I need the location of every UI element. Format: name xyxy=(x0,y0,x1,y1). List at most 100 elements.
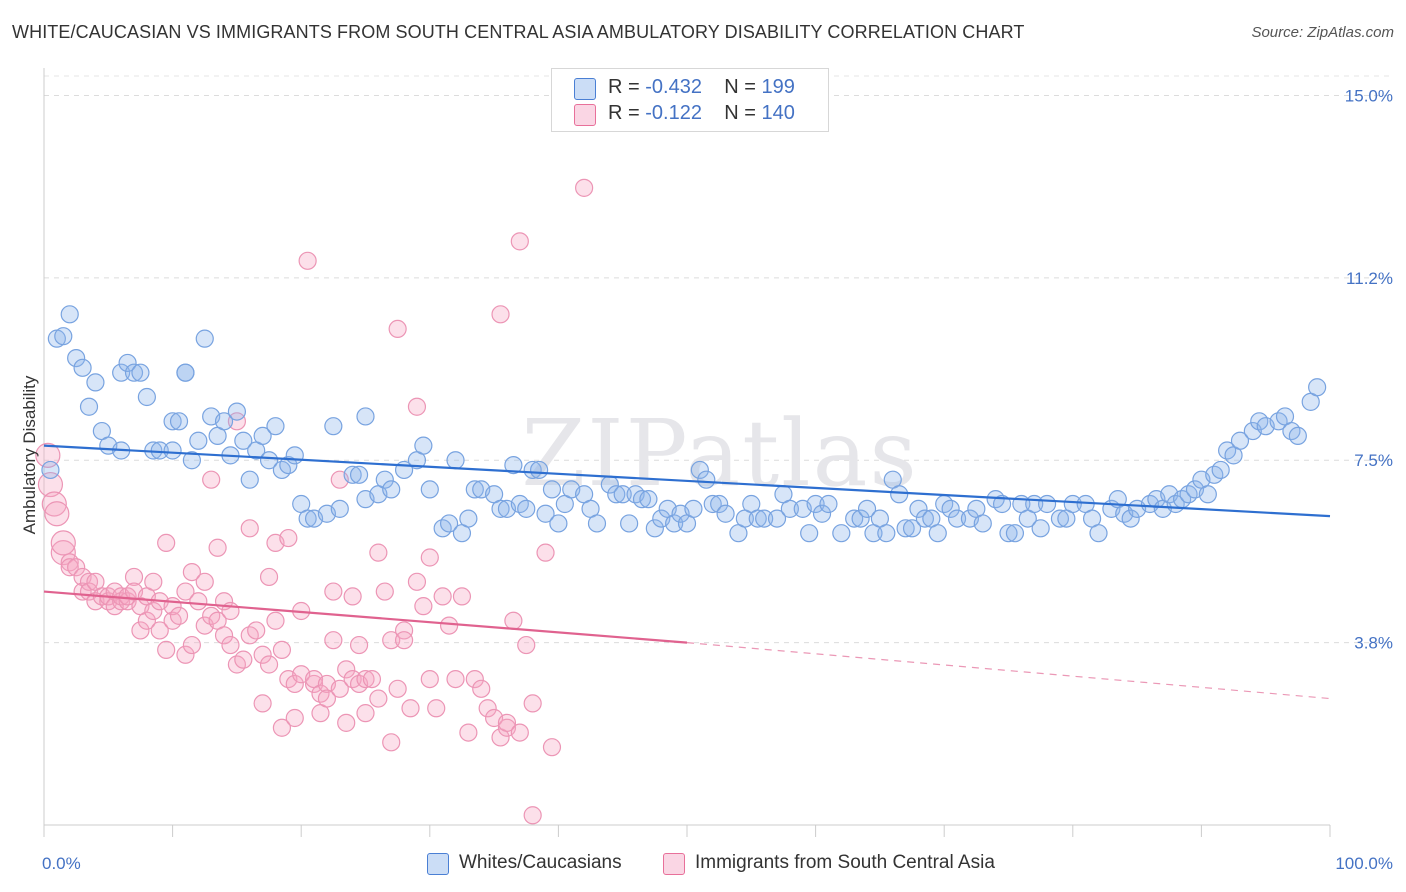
point-whites-23 xyxy=(182,451,201,470)
point-immigrants-24 xyxy=(124,567,144,587)
point-immigrants-32 xyxy=(150,621,169,640)
point-whites-147 xyxy=(1089,524,1108,543)
point-immigrants-59 xyxy=(247,621,266,640)
point-whites-48 xyxy=(356,407,375,426)
point-immigrants-90 xyxy=(349,635,369,655)
point-immigrants-99 xyxy=(388,679,407,698)
point-whites-109 xyxy=(806,494,825,514)
point-immigrants-66 xyxy=(272,640,292,660)
point-whites-81 xyxy=(607,485,626,504)
point-immigrants-125 xyxy=(517,635,536,655)
point-whites-3 xyxy=(60,305,79,324)
point-whites-18 xyxy=(163,412,182,431)
point-immigrants-53 xyxy=(221,635,240,655)
point-whites-34 xyxy=(253,426,272,446)
point-whites-110 xyxy=(812,504,832,523)
point-whites-41 xyxy=(298,509,317,528)
point-whites-74 xyxy=(549,514,568,533)
point-whites-15 xyxy=(137,387,156,407)
point-immigrants-122 xyxy=(497,713,517,732)
point-immigrants-124 xyxy=(510,723,529,742)
point-immigrants-35 xyxy=(157,640,176,660)
point-immigrants-63 xyxy=(259,567,279,587)
point-whites-56 xyxy=(420,480,439,499)
point-immigrants-34 xyxy=(157,533,176,553)
point-whites-140 xyxy=(1031,519,1050,538)
point-whites-45 xyxy=(330,499,349,518)
y-tick-label: 11.2% xyxy=(1346,269,1393,288)
point-whites-87 xyxy=(645,519,664,538)
point-whites-103 xyxy=(755,509,774,528)
point-whites-122 xyxy=(902,519,922,538)
point-immigrants-129 xyxy=(542,738,562,757)
point-immigrants-71 xyxy=(285,708,304,728)
point-immigrants-114 xyxy=(459,723,478,742)
point-whites-82 xyxy=(613,485,632,504)
grid-lines xyxy=(44,75,1390,644)
point-immigrants-107 xyxy=(420,548,439,567)
point-whites-2 xyxy=(54,327,73,346)
point-immigrants-82 xyxy=(324,631,343,650)
tick-labels: 15.0% 11.2% 7.5% 3.8% 0.0% 100.0% xyxy=(42,86,1393,873)
point-immigrants-81 xyxy=(324,582,343,601)
point-whites-20 xyxy=(169,412,189,431)
point-immigrants-86 xyxy=(337,713,356,732)
source-credit: Source: ZipAtlas.com xyxy=(1251,24,1394,41)
point-immigrants-80 xyxy=(317,689,337,708)
point-whites-32 xyxy=(240,470,259,489)
point-whites-174 xyxy=(1288,426,1307,446)
point-whites-136 xyxy=(1005,524,1025,543)
point-immigrants-123 xyxy=(504,611,523,630)
point-whites-162 xyxy=(1198,485,1217,504)
point-whites-96 xyxy=(703,494,722,514)
point-immigrants-85 xyxy=(337,660,356,679)
point-immigrants-70 xyxy=(285,674,304,694)
trend-line-whites xyxy=(43,444,1331,518)
point-whites-113 xyxy=(845,509,864,528)
point-whites-30 xyxy=(227,402,246,421)
point-immigrants-49 xyxy=(208,538,227,557)
point-whites-38 xyxy=(279,455,298,475)
legend-n-label: N = xyxy=(724,76,762,98)
point-immigrants-131 xyxy=(510,232,529,251)
point-whites-52 xyxy=(382,480,401,499)
point-whites-51 xyxy=(375,470,394,489)
point-whites-167 xyxy=(1230,431,1250,450)
point-whites-39 xyxy=(285,446,304,465)
point-immigrants-50 xyxy=(214,626,234,645)
trend-lines xyxy=(43,444,1331,700)
y-tick-label: 3.8% xyxy=(1354,634,1393,653)
point-immigrants-95 xyxy=(369,543,388,562)
point-whites-28 xyxy=(214,412,234,431)
point-immigrants-75 xyxy=(304,674,324,694)
point-whites-108 xyxy=(800,524,819,543)
point-whites-124 xyxy=(915,509,935,528)
point-immigrants-112 xyxy=(446,669,465,689)
point-whites-36 xyxy=(266,417,285,436)
point-immigrants-92 xyxy=(356,669,375,689)
point-whites-71 xyxy=(530,460,549,480)
point-immigrants-31 xyxy=(144,572,163,591)
point-immigrants-127 xyxy=(523,806,542,825)
chart-title: WHITE/CAUCASIAN VS IMMIGRANTS FROM SOUTH… xyxy=(12,22,1025,42)
point-whites-132 xyxy=(973,514,992,533)
point-whites-111 xyxy=(819,494,838,514)
legend-swatch-pink xyxy=(663,853,685,875)
point-immigrants-40 xyxy=(176,582,195,601)
point-whites-97 xyxy=(710,494,729,514)
point-immigrants-62 xyxy=(259,655,279,674)
point-immigrants-7 xyxy=(60,558,79,577)
y-tick-label: 15.0% xyxy=(1345,86,1393,105)
point-immigrants-11 xyxy=(79,572,99,591)
point-immigrants-69 xyxy=(279,528,298,548)
point-whites-126 xyxy=(928,524,947,543)
point-whites-0 xyxy=(41,460,60,480)
x-tick-label: 100.0% xyxy=(1335,854,1393,873)
point-immigrants-26 xyxy=(131,621,150,640)
point-whites-135 xyxy=(999,524,1018,543)
point-immigrants-96 xyxy=(375,582,394,601)
point-immigrants-88 xyxy=(343,587,362,606)
point-whites-86 xyxy=(639,490,658,509)
point-whites-58 xyxy=(439,514,459,533)
point-whites-22 xyxy=(176,363,195,382)
